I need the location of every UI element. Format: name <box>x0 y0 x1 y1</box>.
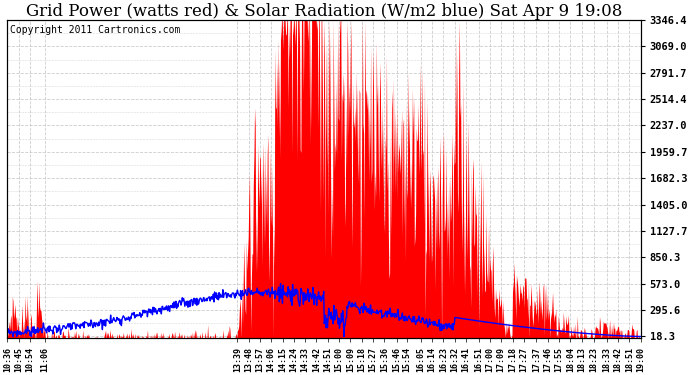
Title: Grid Power (watts red) & Solar Radiation (W/m2 blue) Sat Apr 9 19:08: Grid Power (watts red) & Solar Radiation… <box>26 3 622 20</box>
Text: Copyright 2011 Cartronics.com: Copyright 2011 Cartronics.com <box>10 25 181 35</box>
